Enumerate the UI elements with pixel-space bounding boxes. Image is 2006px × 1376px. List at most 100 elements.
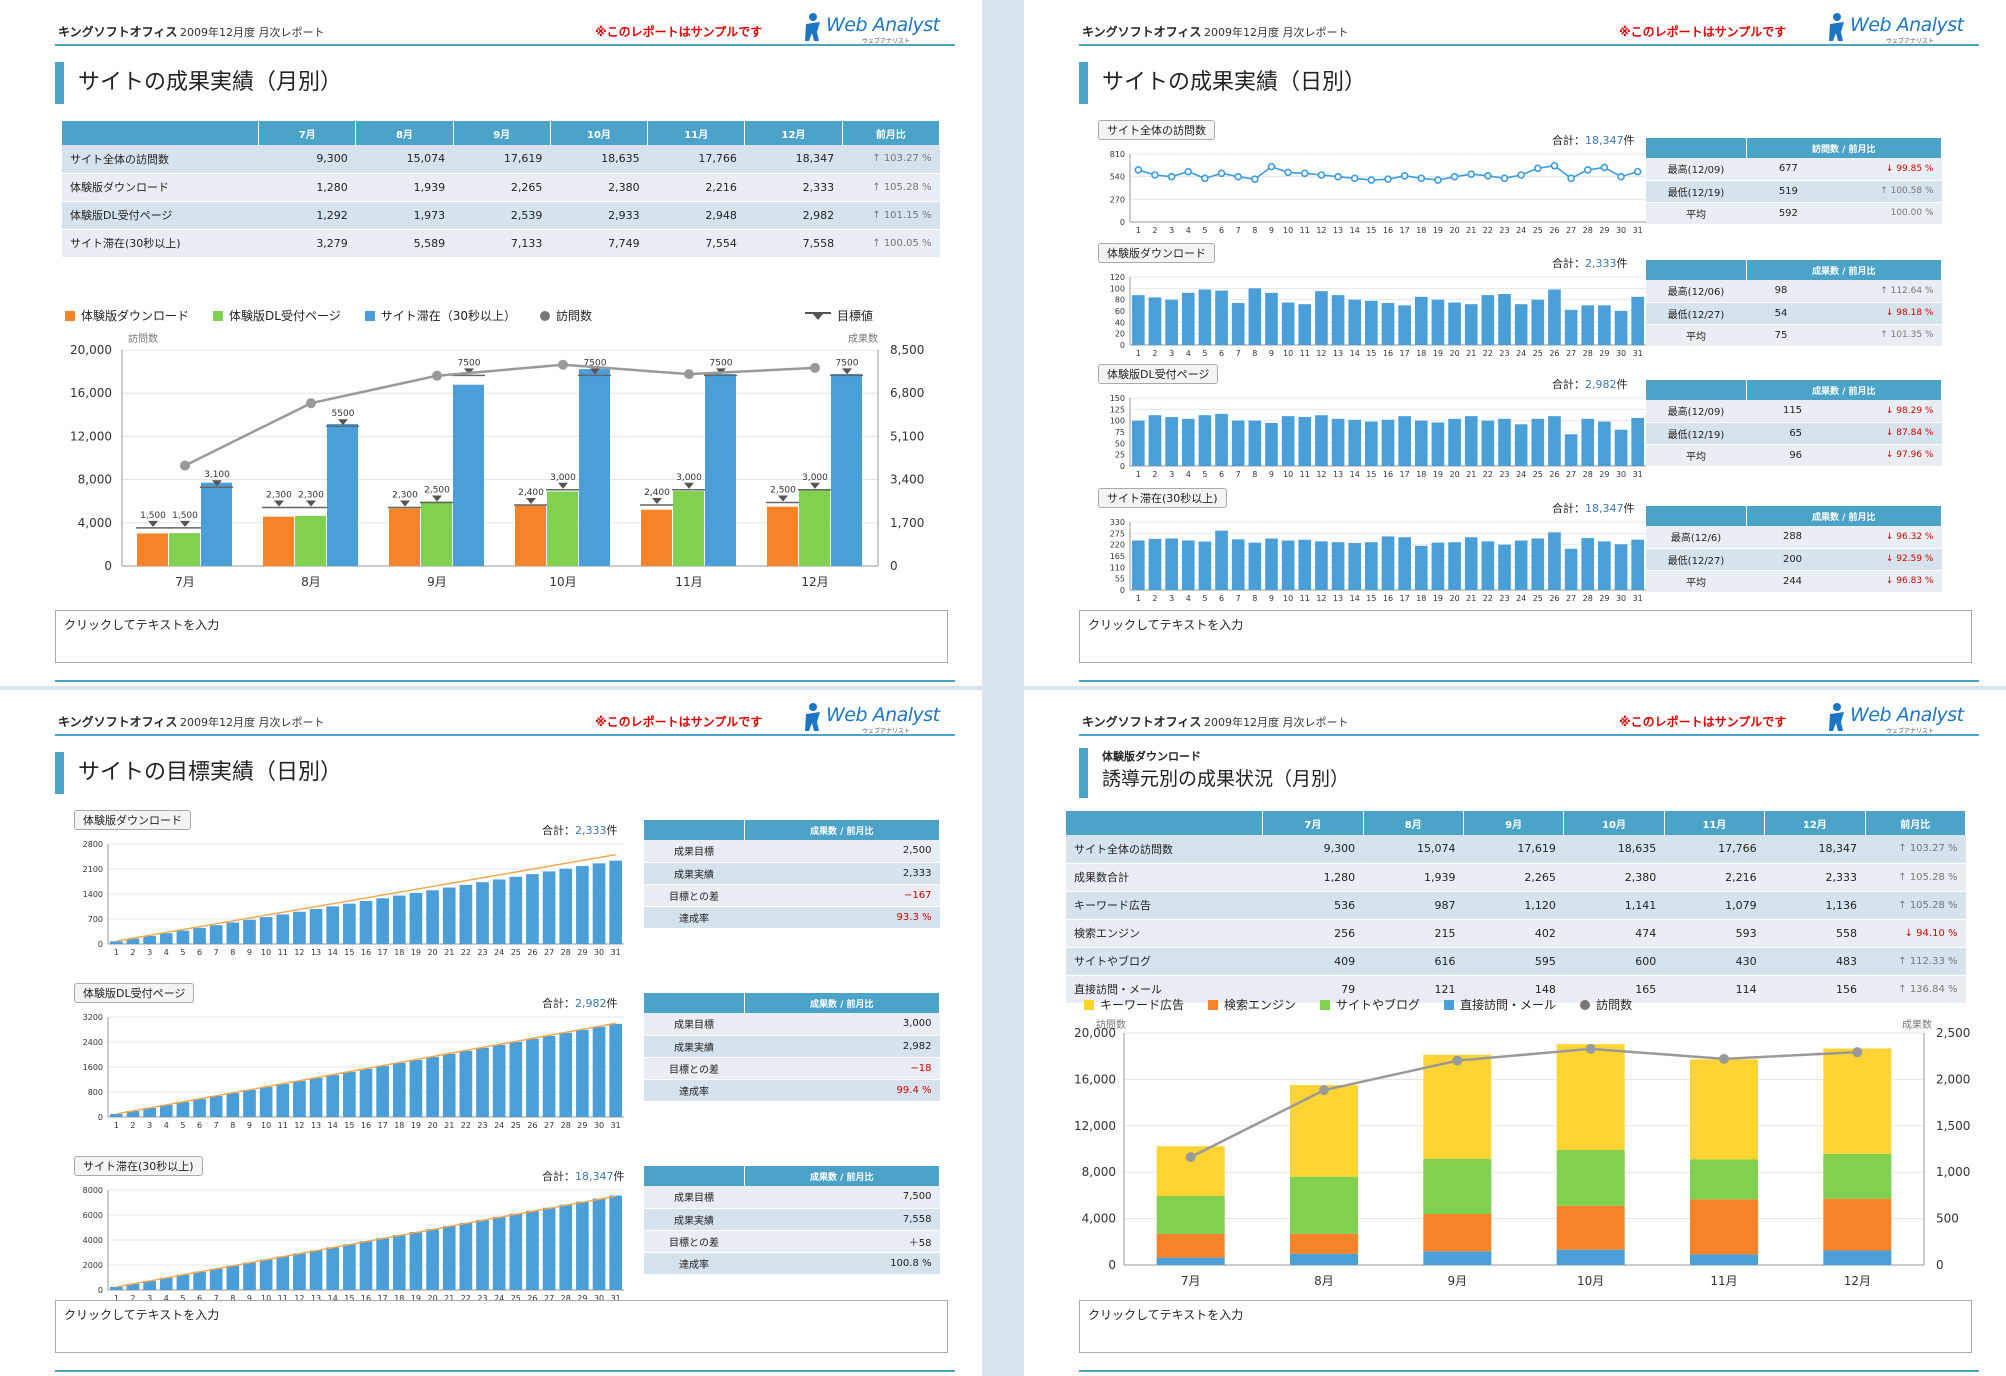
slide-source-results[interactable]: キングソフトオフィス 2009年12月度 月次レポート ※このレポートはサンプル… — [1024, 690, 2006, 1376]
daily-bar — [1548, 416, 1561, 466]
x-tick-label: 13 — [1333, 470, 1343, 479]
legend-item: 訪問数 — [539, 307, 592, 324]
daily-point — [1434, 176, 1442, 184]
summary-row: 達成率 100.8 % — [644, 1252, 940, 1275]
x-tick-label: 30 — [1616, 349, 1626, 358]
daily-bar — [426, 1229, 439, 1290]
target-marker — [148, 520, 158, 527]
x-tick-label: 22 — [461, 1121, 471, 1130]
comment-textbox[interactable]: クリックしてテキストを入力 — [1079, 610, 1972, 663]
daily-point — [1450, 172, 1459, 181]
daily-bar — [293, 911, 306, 944]
x-tick-label: 30 — [594, 1121, 604, 1130]
table-header-row: 7月 8月 9月 10月 11月 12月 前月比 — [62, 121, 941, 145]
y-tick-label: 2400 — [83, 1038, 103, 1047]
daily-bar — [442, 1053, 456, 1117]
table-cell: 616 — [1363, 947, 1464, 976]
daily-bar — [193, 927, 206, 944]
summary-header-blank — [644, 993, 745, 1013]
x-tick-label: 26 — [527, 948, 537, 957]
daily-bar — [109, 1114, 123, 1117]
bar-trial-download — [389, 508, 420, 566]
x-tick-label: 8 — [1252, 594, 1257, 603]
daily-bar — [109, 941, 123, 944]
daily-bar — [492, 1044, 506, 1117]
x-tick-label: 29 — [1599, 594, 1609, 603]
daily-bar — [159, 1277, 173, 1290]
legend-item: サイトやブログ — [1320, 996, 1420, 1013]
daily-bar — [176, 1101, 190, 1117]
summary-table: 成果数 / 前月比 最高(12/6) 288 ↓ 96.32 % 最低(12/27) 20… — [1646, 506, 1942, 593]
x-tick-label: 17 — [1400, 226, 1410, 235]
x-tick-label: 29 — [1599, 226, 1609, 235]
visits-point — [1319, 1085, 1329, 1096]
daily-bar — [359, 901, 373, 944]
x-tick-label: 10 — [1283, 349, 1293, 358]
daily-bar — [1381, 419, 1395, 466]
table-cell: 114 — [1664, 975, 1765, 1004]
daily-bar — [1231, 303, 1245, 345]
x-tick-label: 21 — [1466, 470, 1476, 479]
comment-textbox[interactable]: クリックしてテキストを入力 — [1079, 1300, 1972, 1353]
x-tick-label: 27 — [1566, 226, 1576, 235]
x-tick-label: 11 — [1300, 470, 1310, 479]
slide-monthly-results[interactable]: キングソフトオフィス 2009年12月度 月次レポート ※このレポートはサンプル… — [0, 0, 982, 686]
daily-bar — [1564, 309, 1578, 345]
comment-textbox[interactable]: クリックしてテキストを入力 — [55, 1300, 948, 1353]
summary-header-row: 成果数 / 前月比 — [644, 820, 940, 840]
daily-point — [1184, 167, 1193, 176]
x-tick-label: 16 — [361, 948, 371, 957]
table-header-cell: 9月 — [1463, 811, 1565, 835]
daily-bar — [1331, 295, 1345, 345]
summary-row: 成果目標 7,500 — [644, 1186, 940, 1209]
daily-bar — [176, 930, 190, 944]
target-marker — [810, 482, 820, 489]
x-tick-label: 2 — [1152, 594, 1157, 603]
x-tick-label: 7 — [1236, 470, 1241, 479]
y-tick-label: 0 — [1120, 341, 1125, 350]
x-tick-label: 10 — [1283, 470, 1293, 479]
x-tick-label: 20 — [1449, 349, 1459, 358]
summary-row: 目標との差 −18 — [644, 1057, 940, 1080]
daily-bar — [1148, 415, 1162, 466]
table-header-row: 7月 8月 9月 10月 11月 12月 前月比 — [1066, 811, 1967, 835]
summary-row: 成果実績 2,982 — [644, 1035, 940, 1058]
daily-bar — [1281, 540, 1295, 590]
daily-bar — [1248, 420, 1262, 466]
x-tick-label: 10月 — [1577, 1274, 1604, 1288]
daily-bar — [476, 882, 489, 944]
target-marker — [432, 495, 442, 502]
x-tick-label: 15 — [344, 1294, 354, 1303]
y-tick-label: 810 — [1110, 150, 1125, 159]
y-tick-label: 0 — [98, 1113, 103, 1122]
daily-bar — [1431, 299, 1445, 345]
company-name: キングソフトオフィス — [58, 25, 178, 39]
daily-bar — [1165, 417, 1178, 466]
bar-trial-download — [767, 506, 798, 566]
summary-table: 成果数 / 前月比 成果目標 7,500 成果実績 7,558 目標との差 ＋58 達成率 10… — [644, 1166, 940, 1275]
x-tick-label: 13 — [1333, 226, 1343, 235]
daily-bar — [1414, 296, 1428, 345]
slide-daily-targets[interactable]: キングソフトオフィス 2009年12月度 月次レポート ※このレポートはサンプル… — [0, 690, 982, 1376]
row-label: サイト全体の訪問数 — [62, 145, 259, 174]
x-tick-label: 5 — [1202, 470, 1207, 479]
daily-bar — [609, 860, 623, 944]
x-tick-label: 18 — [1416, 226, 1426, 235]
daily-bar — [1481, 541, 1495, 590]
daily-bar — [1514, 540, 1528, 590]
table-cell: 17,619 — [453, 145, 551, 174]
daily-bar — [243, 1262, 256, 1290]
source-stacked-chart: 0 0 4,000 500 8,000 1,000 12,000 1,500 16,000 2,0… — [1074, 1026, 1970, 1288]
change-cell: ↑ 101.15 % — [842, 201, 940, 230]
target-label: 3,000 — [802, 473, 828, 483]
y-tick-label: 8000 — [83, 1186, 103, 1195]
y-tick-label: 270 — [1110, 195, 1125, 204]
x-tick-label: 28 — [1583, 594, 1593, 603]
bar-site-stay — [453, 384, 484, 566]
table-cell: 2,380 — [1563, 863, 1665, 892]
visits-point — [306, 398, 316, 409]
daily-bar — [609, 1195, 623, 1290]
daily-bar — [1548, 289, 1561, 345]
comment-textbox[interactable]: クリックしてテキストを入力 — [55, 610, 948, 663]
slide-daily-results[interactable]: キングソフトオフィス 2009年12月度 月次レポート ※このレポートはサンプル… — [1024, 0, 2006, 686]
